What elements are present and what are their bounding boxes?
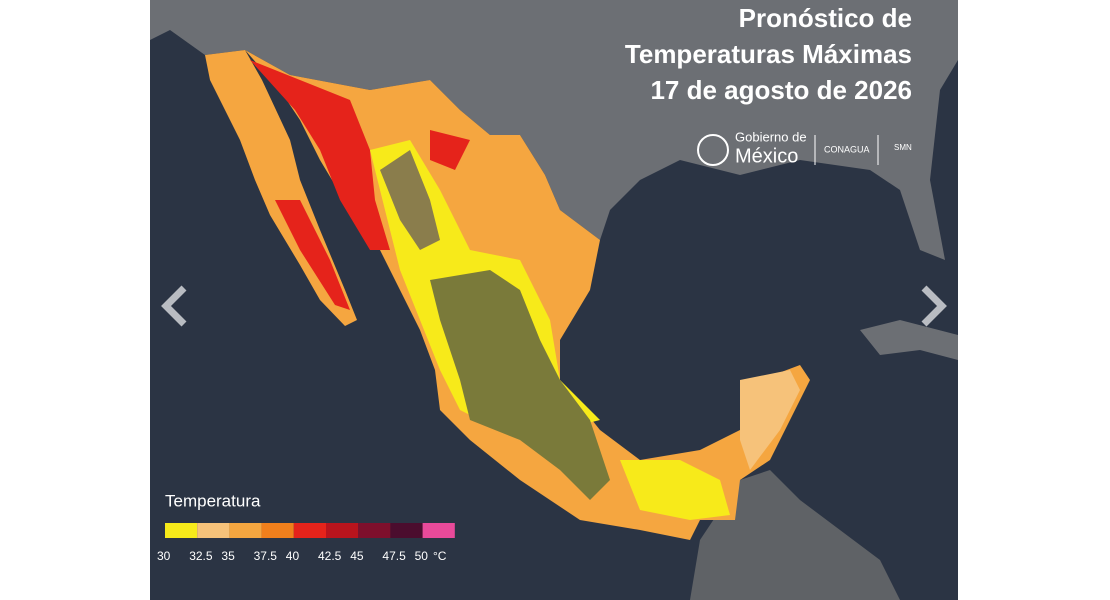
logo-emblem (697, 134, 729, 166)
title-line: Pronóstico de (739, 3, 912, 33)
legend-title: Temperatura (165, 491, 261, 510)
logo-conagua: CONAGUA (824, 144, 870, 154)
legend-swatch (293, 523, 326, 538)
legend: Temperatura 30 32.5 35 37.5 40 42.5 45 47.5 50 °C (157, 491, 455, 563)
highland-sierra (380, 150, 440, 250)
legend-unit: °C (433, 549, 447, 563)
logo-mexico: México (735, 145, 798, 167)
yucatan-zone (740, 370, 800, 470)
legend-swatch (358, 523, 391, 538)
legend-swatch (422, 523, 455, 538)
hot-zone-chihuahua (430, 130, 470, 170)
logos: Gobierno de México CONAGUA SMN (697, 129, 912, 167)
title-line: Temperaturas Máximas (625, 39, 912, 69)
title: Pronóstico de Temperaturas Máximas 17 de… (625, 3, 912, 105)
legend-swatch (261, 523, 294, 538)
legend-swatch (326, 523, 359, 538)
legend-tick-label: 32.5 (189, 549, 213, 563)
land-cuba (860, 320, 958, 360)
legend-tick-label: 45 (350, 549, 364, 563)
southeast-zone (620, 460, 730, 520)
legend-swatch (165, 523, 198, 538)
legend-swatch (197, 523, 230, 538)
legend-tick-label: 37.5 (254, 549, 278, 563)
legend-swatch (390, 523, 423, 538)
legend-tick-label: 40 (286, 549, 300, 563)
land-central-america (690, 470, 900, 600)
logo-gobierno: Gobierno de (735, 129, 807, 144)
prev-arrow[interactable] (161, 285, 187, 327)
title-line: 17 de agosto de 2026 (650, 75, 912, 105)
highland-central (430, 270, 610, 500)
next-arrow[interactable] (921, 285, 947, 327)
logo-smn: SMN (894, 143, 912, 152)
hot-zone-sonora (250, 60, 390, 250)
legend-tick-label: 47.5 (382, 549, 406, 563)
legend-tick-label: 50 (415, 549, 429, 563)
legend-tick-label: 42.5 (318, 549, 342, 563)
land-north (150, 0, 958, 260)
map (150, 0, 958, 600)
legend-tick-label: 30 (157, 549, 171, 563)
legend-swatch (229, 523, 262, 538)
hot-zone-baja (275, 200, 350, 310)
legend-tick-label: 35 (221, 549, 235, 563)
